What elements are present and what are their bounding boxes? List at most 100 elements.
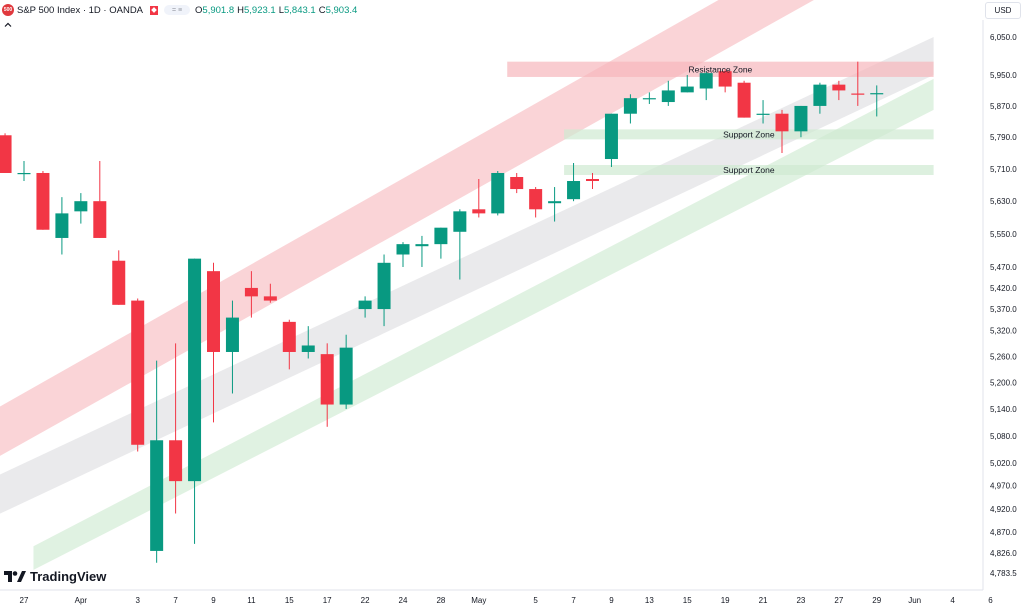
candle-body: [851, 93, 865, 95]
candle-body: [244, 287, 258, 297]
candle-body: [112, 260, 126, 305]
support-zone-label: Support Zone: [723, 129, 775, 139]
candle-body: [737, 82, 751, 118]
tradingview-logo-icon: [4, 571, 26, 582]
time-tick-label: 27: [20, 596, 29, 605]
candle-down: [510, 172, 524, 194]
candle-up: [55, 197, 69, 255]
candle-up: [604, 113, 618, 167]
candle-body: [870, 93, 884, 95]
candle-body: [756, 113, 770, 115]
candle-up: [870, 85, 884, 117]
price-tick-label: 5,630.0: [990, 197, 1017, 206]
time-tick-label: Apr: [75, 596, 88, 605]
candle-up: [358, 296, 372, 318]
gray-trend-channel: [0, 37, 934, 514]
candle-body: [510, 176, 524, 190]
candle-up: [567, 163, 581, 202]
candle-body: [377, 262, 391, 310]
candle-body: [453, 211, 467, 232]
candle-body: [207, 271, 220, 352]
compare-toggle-button[interactable]: = ≡: [164, 5, 191, 15]
candle-up: [623, 94, 637, 124]
candle-down: [472, 178, 486, 218]
time-tick-label: 13: [645, 596, 654, 605]
price-tick-label: 5,790.0: [990, 133, 1017, 142]
candle-body: [604, 113, 618, 160]
support-zone: [564, 129, 934, 140]
price-tick-label: 5,420.0: [990, 284, 1017, 293]
candle-body: [529, 189, 543, 210]
candle-body: [567, 181, 581, 200]
price-tick-label: 4,826.0: [990, 549, 1017, 558]
time-tick-label: 24: [399, 596, 408, 605]
candle-body: [491, 172, 505, 214]
candle-body: [548, 201, 562, 204]
green-trend-channel: [33, 78, 934, 570]
candle-down: [737, 80, 751, 118]
price-tick-label: 5,080.0: [990, 432, 1017, 441]
candle-down: [263, 283, 277, 303]
support-zone: [564, 164, 934, 175]
candle-body: [396, 244, 410, 255]
candle-up: [699, 71, 713, 101]
time-tick-label: 21: [759, 596, 768, 605]
candle-down: [851, 61, 865, 106]
candle-down: [529, 187, 543, 218]
candle-body: [320, 354, 334, 405]
time-tick-label: Jun: [908, 596, 921, 605]
candle-body: [131, 300, 145, 445]
candle-down: [282, 319, 296, 370]
support-zone-label: Support Zone: [723, 165, 775, 175]
ohlc-value: 5,903.4: [325, 4, 358, 16]
ohlc-value: 5,901.8: [202, 4, 235, 16]
candle-down: [131, 298, 145, 452]
time-tick-label: 9: [211, 596, 216, 605]
candle-body: [36, 172, 50, 230]
candle-up: [491, 170, 505, 216]
candlesticks: [0, 61, 884, 563]
tradingview-logo-text: TradingView: [30, 569, 107, 584]
candle-down: [244, 271, 258, 318]
candle-down: [832, 80, 846, 101]
candle-body: [0, 135, 12, 173]
price-tick-label: 5,200.0: [990, 378, 1017, 387]
candle-up: [680, 75, 694, 93]
time-tick-label: 7: [173, 596, 178, 605]
candle-down: [112, 250, 126, 305]
candle-up: [225, 300, 239, 394]
time-tick-label: 7: [571, 596, 576, 605]
candle-up: [188, 258, 202, 544]
candle-body: [586, 178, 599, 182]
price-tick-label: 5,710.0: [990, 165, 1017, 174]
chart-header: 500 S&P 500 Index · 1D · OANDA = ≡ O5,90…: [0, 0, 360, 20]
candle-up: [339, 334, 353, 409]
time-tick-label: 27: [834, 596, 843, 605]
candle-up: [642, 92, 656, 104]
candle-up: [150, 360, 164, 563]
tradingview-logo[interactable]: TradingView: [4, 569, 106, 584]
price-tick-label: 6,050.0: [990, 33, 1017, 42]
symbol-title[interactable]: S&P 500 Index · 1D · OANDA: [17, 4, 144, 16]
candle-body: [188, 258, 202, 482]
candle-up: [794, 105, 808, 138]
resistance-zone: [507, 61, 934, 77]
zone-labels: Resistance Zone Support Zone Support Zone: [689, 64, 775, 175]
price-tick-label: 5,370.0: [990, 305, 1017, 314]
currency-selector[interactable]: USD: [985, 2, 1021, 19]
time-tick-label: 15: [285, 596, 294, 605]
chevron-up-icon[interactable]: [4, 21, 12, 29]
candle-body: [169, 440, 183, 482]
candle-up: [17, 161, 31, 182]
price-tick-label: 5,140.0: [990, 405, 1017, 414]
candle-body: [642, 98, 656, 100]
price-tick-label: 5,870.0: [990, 102, 1017, 111]
ohlc-value: 5,923.1: [244, 4, 276, 16]
candle-down: [36, 170, 50, 230]
candle-down: [320, 343, 334, 427]
flag-icon[interactable]: [150, 5, 159, 15]
candle-body: [794, 105, 808, 132]
time-tick-label: 29: [872, 596, 881, 605]
candle-up: [301, 326, 315, 359]
